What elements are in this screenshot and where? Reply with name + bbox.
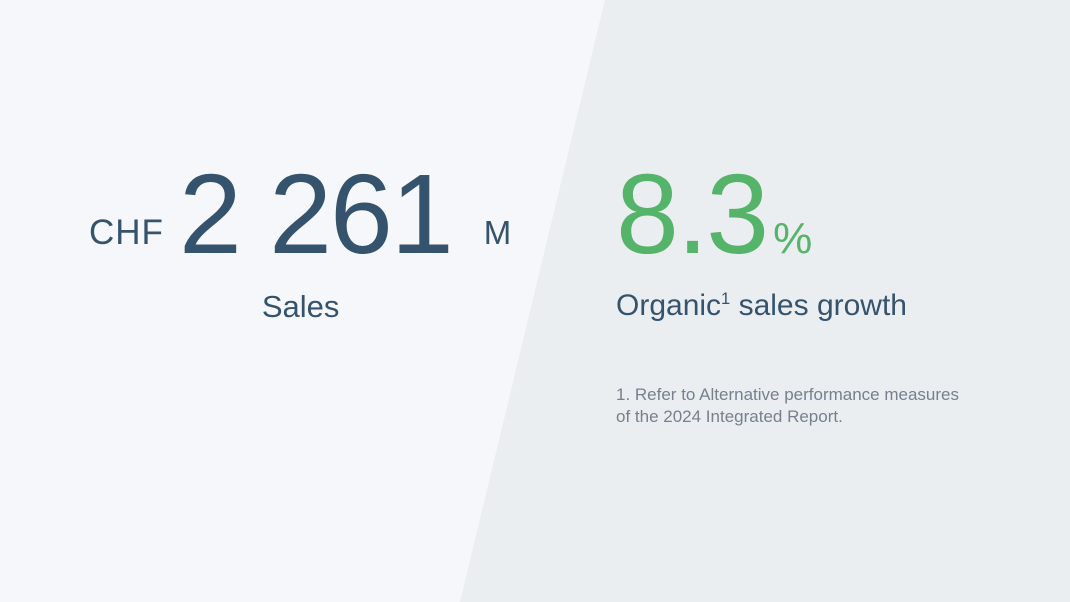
- footnote-line-2: of the 2024 Integrated Report.: [616, 407, 843, 427]
- sales-unit-label: M: [483, 214, 513, 251]
- growth-value-row: 8.3 %: [616, 158, 959, 271]
- sales-caption: Sales: [261, 289, 340, 324]
- footnote-line-1: 1. Refer to Alternative performance meas…: [616, 385, 959, 404]
- sales-currency-label: CHF: [89, 213, 164, 252]
- growth-value: 8.3: [616, 151, 769, 277]
- sales-stat: CHF 2 261 M Sales: [89, 158, 512, 325]
- growth-percent-sign: %: [773, 214, 813, 263]
- footnote: 1. Refer to Alternative performance meas…: [616, 384, 959, 428]
- growth-caption-suffix: sales growth: [730, 289, 907, 322]
- growth-caption-prefix: Organic: [616, 289, 722, 322]
- footnote-reference-superscript: 1: [721, 290, 731, 308]
- growth-caption: Organic1 sales growth: [616, 288, 959, 324]
- organic-growth-stat: 8.3 % Organic1 sales growth 1. Refer to …: [616, 158, 959, 428]
- sales-value-row: CHF 2 261 M: [89, 158, 512, 271]
- sales-value: 2 261: [178, 151, 454, 277]
